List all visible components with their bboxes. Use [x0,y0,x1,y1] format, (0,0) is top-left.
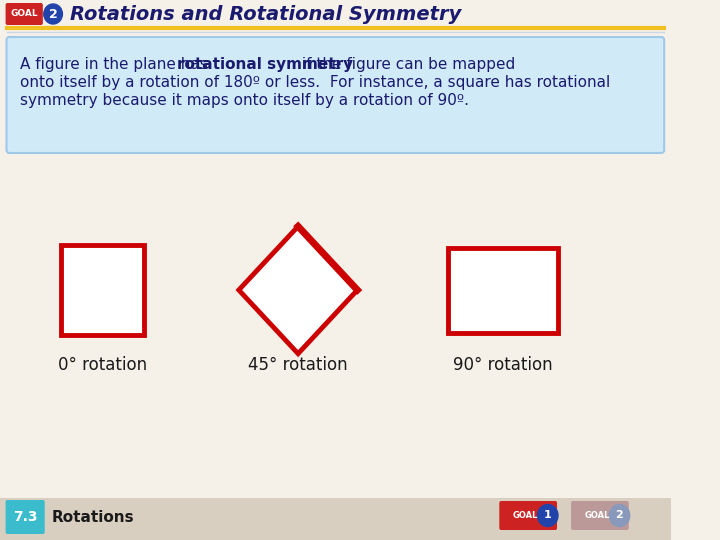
Text: 90° rotation: 90° rotation [453,356,553,374]
Bar [448,247,558,333]
Text: 0° rotation: 0° rotation [58,356,147,374]
FancyBboxPatch shape [6,37,664,153]
Text: GOAL: GOAL [585,511,610,520]
Text: if the figure can be mapped: if the figure can be mapped [297,57,515,72]
Bar [0,498,671,540]
Text: onto itself by a rotation of 180º or less.  For instance, a square has rotationa: onto itself by a rotation of 180º or les… [20,76,611,91]
Text: symmetry because it maps onto itself by a rotation of 90º.: symmetry because it maps onto itself by … [20,93,469,109]
Text: GOAL: GOAL [10,10,38,18]
Text: rotational symmetry: rotational symmetry [176,57,353,72]
Polygon shape [239,226,357,354]
FancyBboxPatch shape [6,3,43,25]
Circle shape [44,4,63,24]
Text: A figure in the plane has: A figure in the plane has [20,57,213,72]
Text: Rotations: Rotations [51,510,134,524]
Text: 2: 2 [49,8,58,21]
Bar [60,245,145,335]
Text: 2: 2 [616,510,624,521]
FancyBboxPatch shape [571,501,629,530]
Circle shape [538,504,558,526]
FancyBboxPatch shape [6,500,45,534]
FancyBboxPatch shape [499,501,557,530]
Text: Rotations and Rotational Symmetry: Rotations and Rotational Symmetry [70,5,462,24]
Text: 7.3: 7.3 [13,510,37,524]
Text: GOAL: GOAL [513,511,538,520]
Text: 1: 1 [544,510,552,521]
Circle shape [609,504,630,526]
Text: 45° rotation: 45° rotation [248,356,348,374]
